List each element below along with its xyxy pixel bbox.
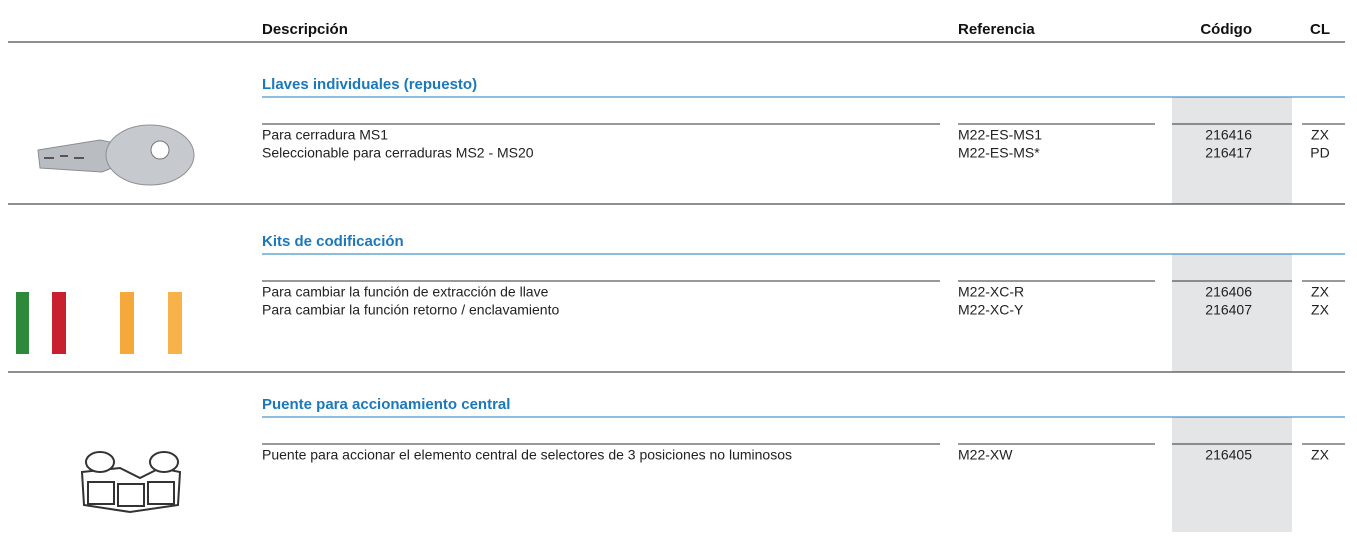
cell: 216417 [1205,145,1252,161]
cell: M22-ES-MS1 [958,127,1042,143]
cell: M22-XC-R [958,284,1024,300]
column-header: Descripción [262,21,348,38]
cell: 216405 [1205,447,1252,463]
cell: M22-ES-MS* [958,145,1040,161]
gray-bands [1172,97,1292,532]
cell: Seleccionable para cerraduras MS2 - MS20 [262,145,534,161]
code-band [1172,254,1292,372]
cell: ZX [1311,127,1330,143]
column-header: Referencia [958,21,1035,38]
cell: ZX [1311,302,1330,318]
bridge-image [80,451,182,514]
cell: M22-XW [958,447,1013,463]
cell: ZX [1311,284,1330,300]
code-band [1172,97,1292,204]
cell: Para cerradura MS1 [262,127,388,143]
cell: M22-XC-Y [958,302,1024,318]
column-header: Código [1200,21,1252,38]
cell: 216406 [1205,284,1252,300]
cell: Puente para accionar el elemento central… [262,447,792,463]
key-image [37,124,195,186]
section-title: Llaves individuales (repuesto) [262,76,477,93]
section-title: Kits de codificación [262,233,404,250]
cell: 216416 [1205,127,1252,143]
code-band [1172,417,1292,532]
cell: 216407 [1205,302,1252,318]
column-header: CL [1310,21,1330,38]
kits-image [16,292,182,354]
section-title: Puente para accionamiento central [262,396,510,413]
cell: PD [1310,145,1329,161]
cell: Para cambiar la función de extracción de… [262,284,549,300]
cell: Para cambiar la función retorno / enclav… [262,302,559,318]
cell: ZX [1311,447,1330,463]
